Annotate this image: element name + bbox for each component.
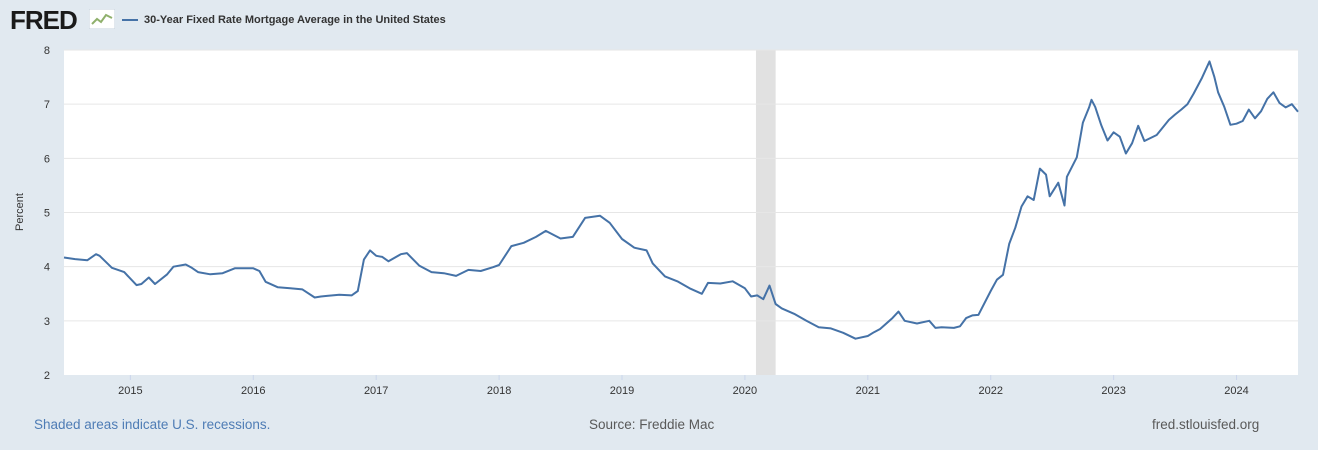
- x-tick-label: 2020: [733, 385, 757, 397]
- site-link[interactable]: fred.stlouisfed.org: [1152, 417, 1260, 432]
- legend-series-label: 30-Year Fixed Rate Mortgage Average in t…: [144, 14, 446, 26]
- x-tick-label: 2018: [487, 385, 511, 397]
- chart-header: FRED 30-Year Fixed Rate Mortgage Average…: [0, 0, 1318, 40]
- x-tick-label: 2024: [1224, 385, 1248, 397]
- x-axis-tick-labels: 2015 2016 2017 2018 2019 2020 2021 2022 2023 2024: [118, 375, 1249, 397]
- x-tick-label: 2023: [1101, 385, 1125, 397]
- x-tick-label: 2015: [118, 385, 142, 397]
- y-axis-label: Percent: [14, 193, 26, 231]
- y-tick-label: 6: [44, 153, 50, 165]
- x-tick-label: 2022: [978, 385, 1002, 397]
- y-tick-label: 4: [44, 262, 50, 274]
- source-text: Source: Freddie Mac: [589, 417, 715, 432]
- x-tick-label: 2021: [856, 385, 880, 397]
- fred-logo-graph-icon: [89, 9, 115, 29]
- x-tick-label: 2017: [364, 385, 388, 397]
- chart-legend[interactable]: 30-Year Fixed Rate Mortgage Average in t…: [122, 12, 446, 28]
- y-axis-tick-labels: 2 3 4 5 6 7 8: [44, 45, 50, 382]
- gridlines: [64, 49, 1298, 322]
- x-tick-label: 2019: [610, 385, 634, 397]
- x-tick-label: 2016: [241, 385, 265, 397]
- chart-area[interactable]: 2 3 4 5 6 7 8 2015 2016 2017 2018 2019 2020 2021 2022…: [0, 0, 1318, 400]
- fred-logo[interactable]: FRED: [10, 5, 78, 35]
- y-tick-label: 7: [44, 99, 50, 111]
- y-tick-label: 3: [44, 316, 50, 328]
- series-line[interactable]: [63, 60, 1299, 340]
- y-tick-label: 5: [44, 208, 50, 220]
- legend-swatch: [122, 19, 138, 21]
- recession-note-link[interactable]: Shaded areas indicate U.S. recessions.: [34, 417, 271, 432]
- y-tick-label: 2: [44, 370, 50, 382]
- y-tick-label: 8: [44, 45, 50, 57]
